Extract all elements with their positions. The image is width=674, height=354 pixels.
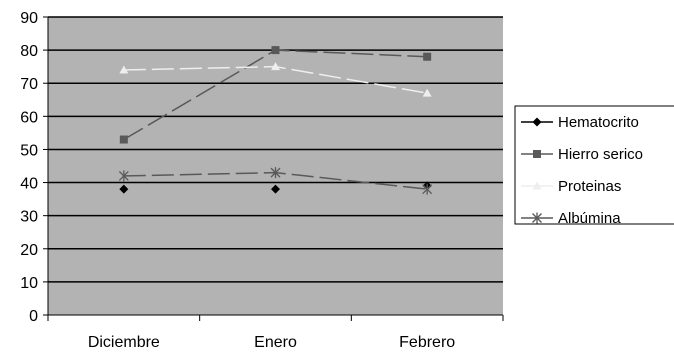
series-hematocrito <box>119 181 432 194</box>
y-tick-label: 40 <box>20 176 38 193</box>
gridlines <box>48 16 503 283</box>
x-tick-label: Diciembre <box>88 334 160 351</box>
point-proteinas <box>271 62 280 71</box>
x-tick-label: Febrero <box>399 334 455 351</box>
y-tick-label: 80 <box>20 43 38 60</box>
legend-item-hierro-serico: Hierro serico <box>521 146 643 163</box>
legend-label: Albúmina <box>558 210 621 227</box>
y-tick-label: 60 <box>20 109 38 126</box>
y-tick-label: 10 <box>20 275 38 292</box>
legend-marker <box>532 117 542 127</box>
legend-item-hematocrito: Hematocrito <box>521 114 639 131</box>
legend-label: Hierro serico <box>558 146 643 163</box>
series-alb-mina <box>118 167 433 195</box>
legend-marker <box>533 150 541 158</box>
legend-label: Proteinas <box>558 178 621 195</box>
y-tick-label: 50 <box>20 142 38 159</box>
legend-item-alb-mina: Albúmina <box>521 210 621 227</box>
y-tick-label: 90 <box>20 10 38 27</box>
point-hierro-serico <box>423 52 432 61</box>
axes: 0 10 20 30 40 50 60 70 80 90 Diciembre Enero Febrero <box>20 10 504 351</box>
point-proteinas <box>119 65 129 74</box>
y-tick-label: 70 <box>20 76 38 93</box>
legend-item-proteinas: Proteinas <box>521 178 621 195</box>
point-alb-mina <box>270 167 281 179</box>
point-proteinas <box>422 88 432 97</box>
legend: Hematocrito Hierro serico Proteinas Albúmin… <box>514 105 674 227</box>
series-layer <box>118 46 433 195</box>
plot-area <box>48 17 503 315</box>
point-hierro-serico <box>119 135 128 144</box>
y-tick-label: 20 <box>20 242 38 259</box>
x-tick-label: Enero <box>254 334 297 351</box>
legend-marker <box>532 212 542 224</box>
y-tick-label: 0 <box>29 308 38 325</box>
point-alb-mina <box>422 183 433 195</box>
y-tick-label: 30 <box>20 209 38 226</box>
series-hierro-serico <box>119 46 432 144</box>
series-proteinas <box>119 62 432 97</box>
legend-label: Hematocrito <box>558 114 639 131</box>
point-hierro-serico <box>271 46 280 55</box>
legend-box <box>514 105 674 225</box>
legend-marker <box>532 181 542 190</box>
point-hematocrito <box>271 184 280 194</box>
point-hematocrito <box>119 184 129 194</box>
point-alb-mina <box>118 170 129 182</box>
